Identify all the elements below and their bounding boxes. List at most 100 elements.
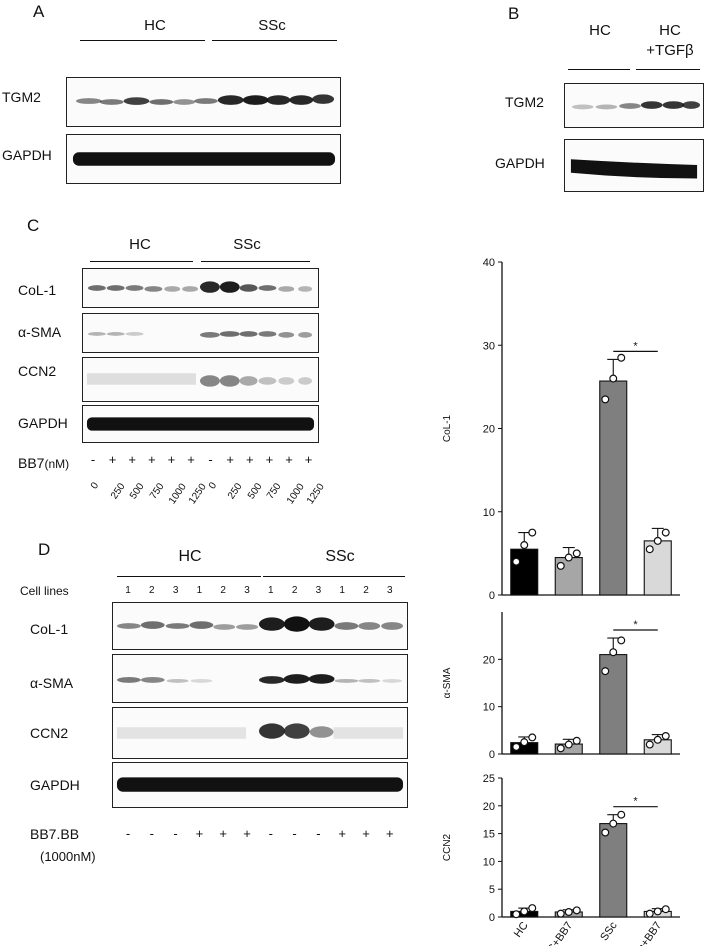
chart-y-tick-label: 40 [483, 257, 495, 269]
panel-c-concentration: 1000 [167, 481, 190, 507]
panel-b-hc-line [568, 69, 630, 70]
panel-d-cell-line-number: 2 [363, 585, 369, 596]
panel-d-asma-blot [112, 654, 408, 703]
chart-y-tick-label: 0 [489, 590, 495, 602]
chart-data-point [653, 735, 662, 744]
panel-c-ssc-line [201, 261, 310, 262]
panel-c-col1-bands [87, 281, 313, 293]
chart-y-tick-label: 25 [483, 773, 495, 785]
panel-c-col1-label: CoL-1 [18, 282, 57, 298]
panel-d-cell-line-number: 2 [291, 585, 298, 596]
chart-y-label: CCN2 [442, 833, 453, 861]
chart-data-point [556, 744, 565, 753]
panel-d-sign: - [292, 826, 297, 841]
chart-y-label: CoL-1 [442, 414, 453, 442]
panel-c-ccn2-bands [86, 373, 313, 387]
panel-c-concentration: 750 [147, 481, 167, 502]
panel-d-ccn2-label: CCN2 [30, 725, 69, 741]
chart-data-point [601, 395, 610, 404]
panel-c-ccn2-blot [82, 357, 319, 402]
chart-data-point [564, 907, 573, 916]
chart-data-point [645, 740, 654, 749]
chart-bar [510, 548, 539, 596]
chart-data-point [528, 904, 537, 913]
panel-a-gapdh-label: GAPDH [2, 147, 52, 163]
panel-d-sign: - [268, 826, 273, 841]
panel-a-group-ssc: SSc [258, 17, 286, 34]
panel-d-cell-line-number: 2 [149, 585, 155, 596]
panel-d-asma-bands [116, 674, 403, 684]
panel-b-letter: B [508, 4, 520, 23]
panel-c-sign: + [148, 452, 156, 467]
panel-d-ssc-line [263, 576, 405, 577]
panel-d-group-ssc: SSc [325, 548, 355, 565]
chart-category-label: SSc+BB7 [627, 920, 664, 946]
chart-data-point [512, 742, 521, 751]
panel-c-sign: + [246, 452, 254, 467]
panel-c-group-hc: HC [129, 236, 151, 253]
panel-b-tgfb-line [636, 69, 700, 70]
panel-c-bb7-text: BB7 [18, 455, 45, 471]
panel-d-cell-lines-label: Cell lines [20, 584, 69, 598]
chart-y-tick-label: 15 [483, 829, 495, 841]
chart-y-tick-label: 5 [489, 884, 495, 896]
panel-a-gapdh-blot [66, 134, 341, 184]
panel-b-gapdh-label: GAPDH [495, 155, 545, 171]
chart-data-point [601, 667, 610, 676]
panel-c-gapdh-bands [86, 417, 315, 431]
panel-d-treatment-conc: (1000nM) [40, 849, 96, 864]
chart-data-point [645, 909, 654, 918]
chart-y-tick-label: 10 [483, 702, 495, 714]
chart-data-point [609, 819, 618, 828]
panel-b-group-hc: HC [589, 22, 611, 39]
panel-a-tgm2-blot [66, 77, 341, 127]
panel-d-asma-label: α-SMA [30, 675, 74, 691]
panel-d-cell-line-number: 2 [220, 585, 226, 596]
panel-d-sign: + [219, 826, 227, 841]
panel-c-concentration: 500 [128, 481, 147, 502]
panel-d-sign: - [316, 826, 321, 841]
panel-c-sign: + [167, 452, 176, 467]
chart-data-point [528, 733, 537, 742]
panel-c-hc-line [90, 261, 193, 262]
chart-data-point [609, 648, 618, 657]
panel-b-gapdh-bands [570, 159, 698, 179]
panel-d-group-hc: HC [178, 548, 202, 565]
chart-y-tick-label: 10 [483, 507, 495, 519]
panel-d-gapdh-blot [112, 762, 408, 808]
panel-c-sign: + [265, 452, 274, 467]
panel-b-tgm2-blot [564, 83, 704, 128]
chart-significance-star: * [633, 619, 638, 631]
chart-data-point [564, 740, 573, 749]
panel-c-sign: - [90, 452, 96, 467]
chart-data-point [512, 557, 521, 566]
panel-c-col1-blot [82, 268, 319, 308]
panel-c-treatment-label: BB7(nM) [18, 455, 69, 471]
panel-c-gapdh-label: GAPDH [18, 415, 68, 431]
chart-category-label: SSc [598, 919, 620, 943]
panel-d-col1-bands [116, 616, 404, 632]
panel-c-concentration: 500 [245, 481, 265, 502]
panel-d-cell-line-number: 1 [268, 585, 274, 596]
panel-c-gapdh-blot [82, 405, 319, 443]
panel-d-sign: + [338, 826, 346, 841]
panel-c-sign: + [304, 452, 313, 467]
panel-c-concentration: 0 [89, 480, 102, 492]
chart-data-point [520, 907, 529, 916]
panel-b-group-hc-tgfb-line1: HC [659, 22, 681, 39]
panel-c-sign: - [208, 452, 213, 467]
panel-c-concentration: 750 [265, 481, 284, 502]
panel-c-concentration: 1000 [285, 481, 307, 507]
chart-data-point [661, 732, 670, 741]
panel-d-letter: D [38, 540, 51, 559]
quantification-charts: 0 10 20 30 40 CoL-1 * 0 10 20 α-SMA * 0 5 10 15 20 25 CCN2… [442, 257, 680, 946]
panel-c-concentration: 250 [226, 481, 245, 502]
panel-d-sign: - [173, 826, 178, 841]
chart-y-tick-label: 20 [483, 801, 495, 813]
chart-data-point [528, 528, 537, 537]
panel-d-sign: + [195, 826, 204, 841]
chart-y-tick-label: 0 [489, 749, 495, 761]
chart-bar [599, 380, 628, 596]
panel-c-sign: + [128, 452, 136, 467]
panel-c-concentration: 1250 [187, 481, 209, 507]
